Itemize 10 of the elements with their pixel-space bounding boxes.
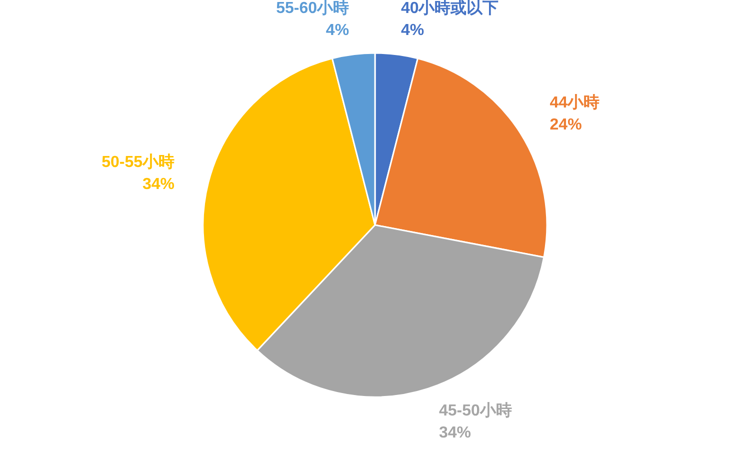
data-label: 4%: [400, 22, 424, 40]
slice-label: 40小時或以下: [400, 0, 499, 18]
slice-label: 45-50小時: [438, 401, 512, 420]
data-label: 34%: [438, 424, 471, 442]
slice-label: 44小時: [550, 94, 600, 112]
data-label: 24%: [550, 116, 582, 134]
slice-label: 55-60小時: [276, 0, 350, 18]
slice-label: 50-55小時: [102, 153, 175, 172]
data-label: 34%: [142, 176, 175, 194]
data-label: 4%: [326, 22, 350, 40]
